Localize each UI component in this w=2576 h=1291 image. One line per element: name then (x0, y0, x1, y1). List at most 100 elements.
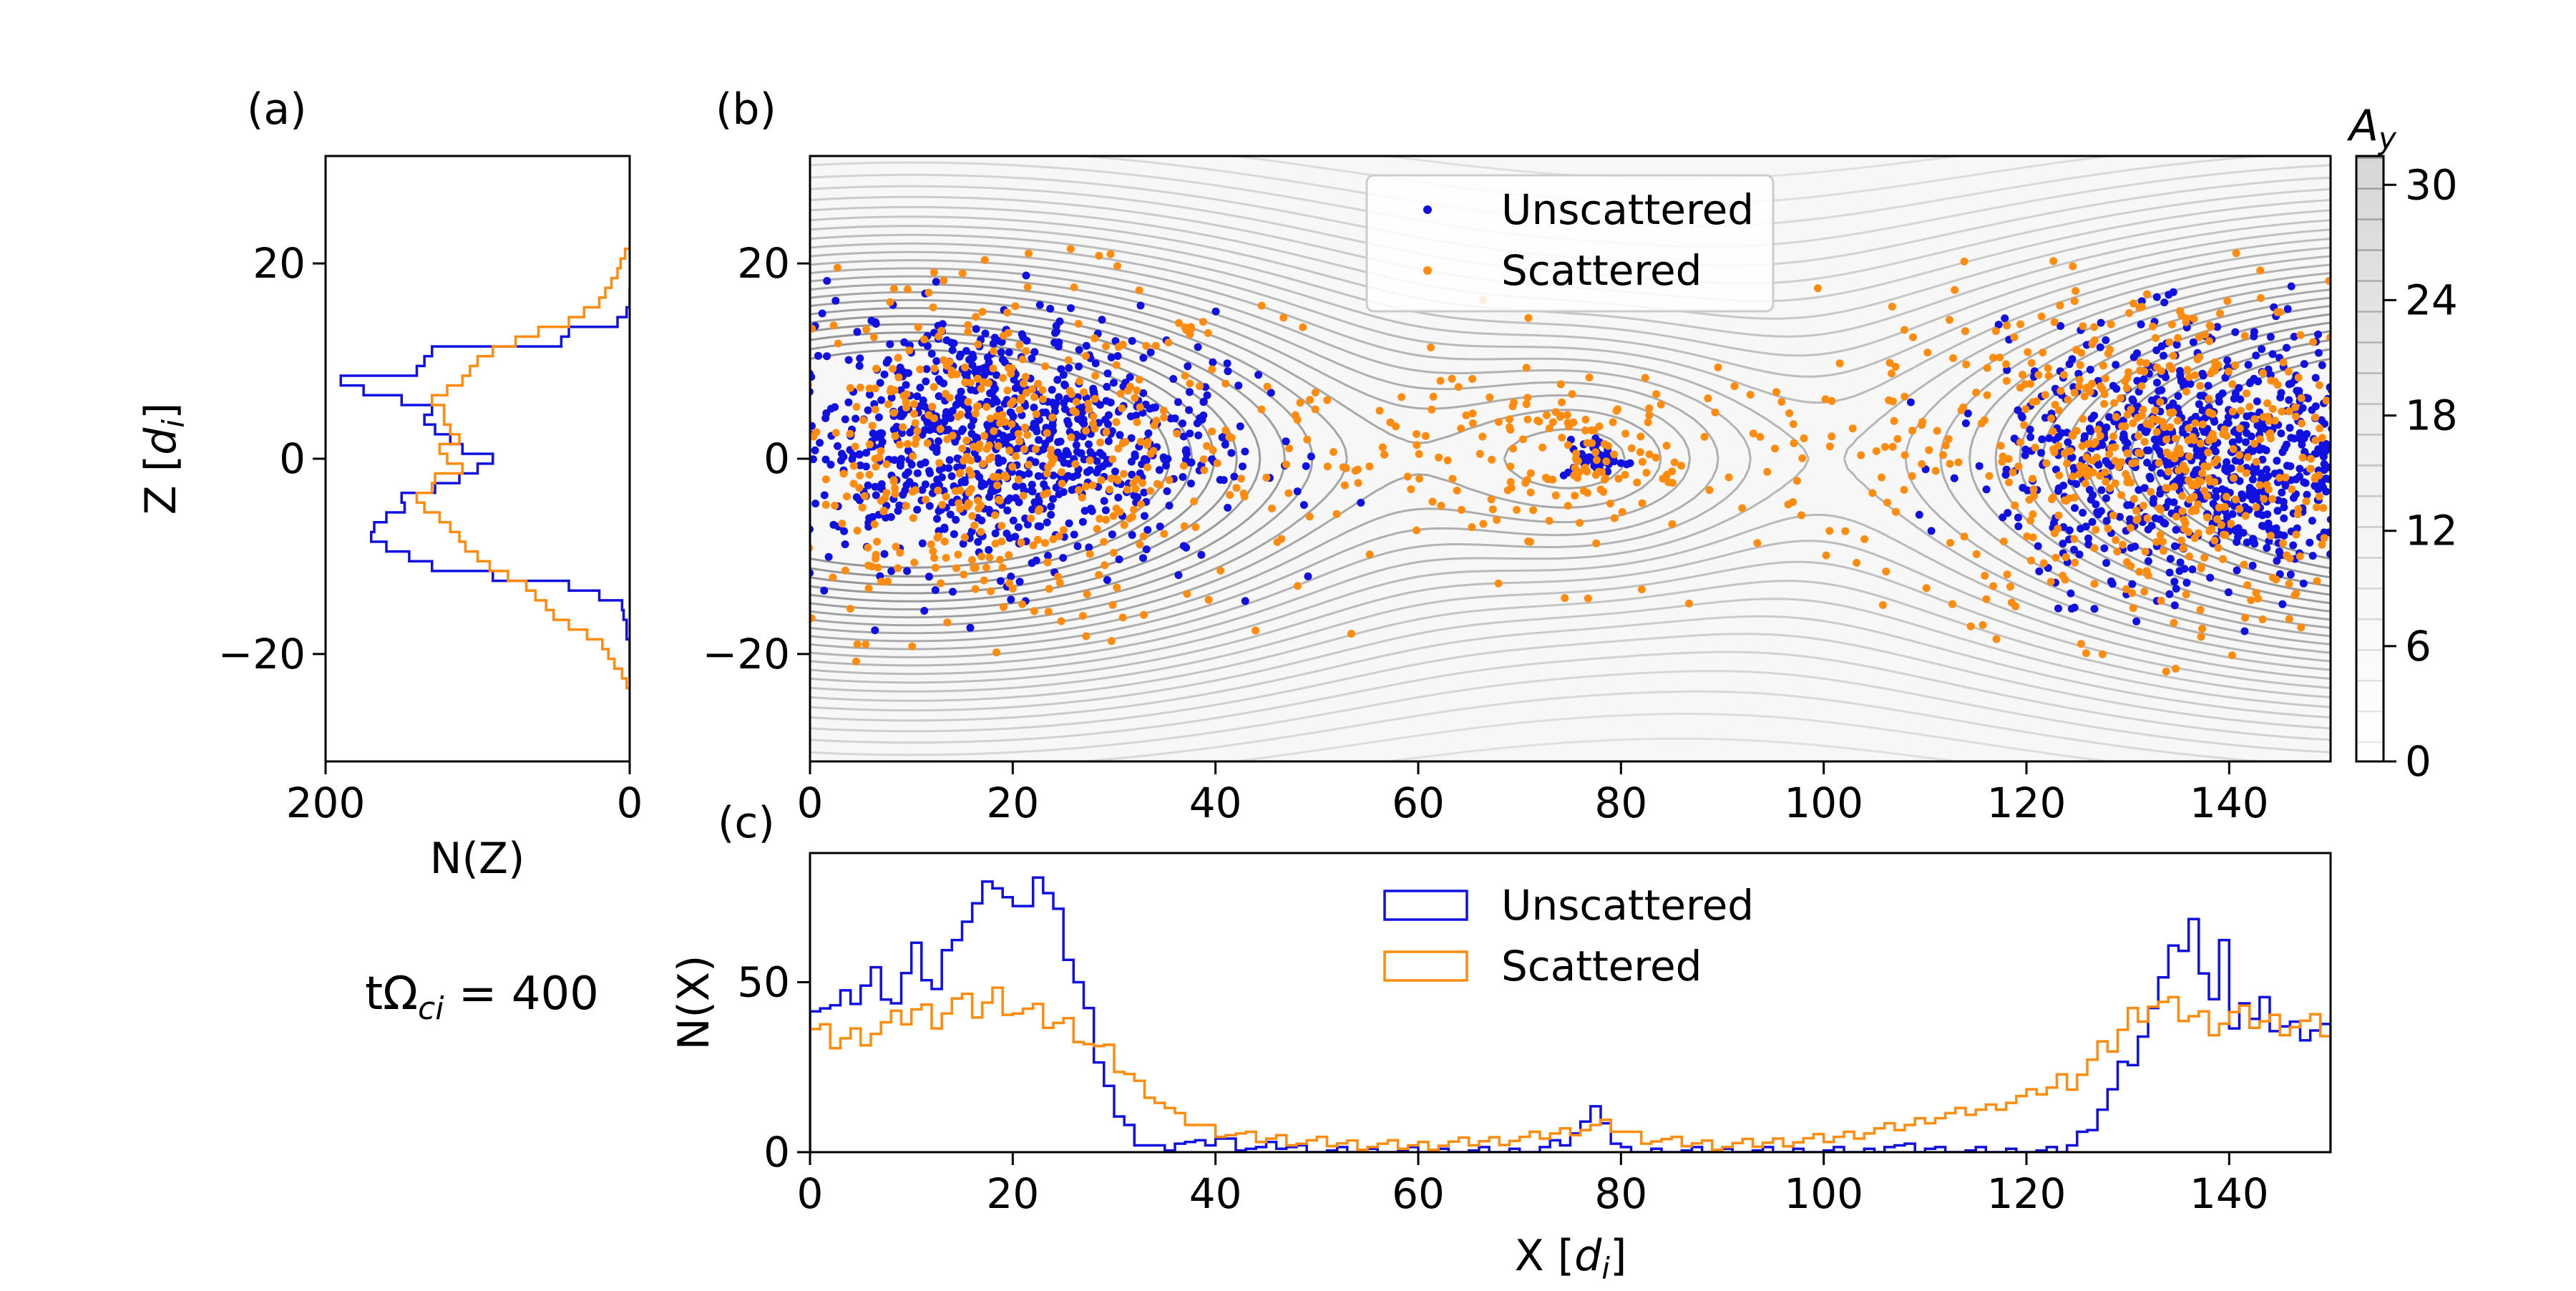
scatter-point (1900, 486, 1908, 494)
scatter-point (2235, 384, 2243, 392)
scatter-point (1020, 423, 1029, 432)
scatter-point (972, 313, 980, 321)
scatter-point (1083, 590, 1091, 598)
scatter-point (1972, 389, 1981, 396)
scatter-point (902, 390, 911, 399)
scatter-point (2280, 531, 2288, 540)
scatter-point (942, 336, 951, 344)
scatter-point (2343, 492, 2351, 500)
panel-c-xlabel-sub: i (1601, 1251, 1610, 1286)
scatter-point (1018, 355, 1027, 364)
scatter-point (930, 383, 938, 391)
scatter-point (968, 361, 977, 369)
scatter-point (1570, 471, 1579, 479)
scatter-point (985, 553, 994, 562)
scatter-point (1960, 532, 1968, 541)
colorbar-levels (2356, 157, 2384, 744)
scatter-point (1638, 585, 1646, 594)
scatter-point (1357, 499, 1365, 507)
panel-a-x-tick-label: 0 (617, 779, 643, 827)
scatter-point (1075, 362, 1083, 371)
scatter-point (1561, 594, 1569, 603)
scatter-point (959, 540, 967, 548)
scatter-point (821, 414, 830, 422)
scatter-point (927, 540, 935, 549)
scatter-point (2050, 318, 2059, 326)
scatter-point (2054, 511, 2063, 520)
scatter-point (2189, 338, 2197, 346)
scatter-point (980, 576, 988, 585)
scatter-point (794, 445, 802, 453)
scatter-point (2290, 434, 2298, 443)
scatter-point (1085, 466, 1094, 474)
scatter-point (2263, 465, 2270, 474)
legend-c-label-scattered: Scattered (1501, 942, 1702, 990)
scatter-point (862, 640, 870, 648)
scatter-point (1196, 382, 1204, 391)
scatter-point (1601, 474, 1610, 482)
scatter-point (2070, 545, 2078, 554)
scatter-point (968, 512, 977, 520)
scatter-point (1011, 302, 1020, 311)
panel-b-x-tick-label: 140 (2190, 779, 2269, 827)
scatter-point (1015, 437, 1024, 446)
panel-a-step-unscattered (339, 288, 630, 679)
scatter-point (1771, 444, 1779, 453)
scatter-point (1236, 422, 1244, 431)
panel-a-frame (324, 155, 631, 763)
scatter-point (1048, 413, 1057, 422)
scatter-point (1096, 515, 1104, 523)
scatter-point (889, 364, 897, 373)
scatter-point (913, 392, 922, 401)
scatter-point (874, 413, 883, 422)
scatter-point (2333, 413, 2341, 421)
scatter-point (1888, 442, 1897, 451)
scatter-point (2016, 320, 2024, 328)
scatter-point (2311, 413, 2320, 422)
scatter-point (1028, 487, 1037, 496)
scatter-point (1114, 444, 1123, 453)
scatter-point (2081, 479, 2089, 488)
scatter-point (2201, 414, 2209, 422)
scatter-point (980, 432, 989, 440)
scatter-point (2135, 303, 2144, 312)
scatter-point (942, 554, 950, 562)
scatter-point (1053, 448, 1062, 457)
scatter-point (846, 605, 854, 613)
scatter-point (2173, 416, 2182, 425)
scatter-point (2192, 451, 2201, 459)
scatter-point (909, 487, 917, 496)
scatter-point (2243, 412, 2251, 421)
scatter-point (2201, 331, 2210, 339)
scatter-point (1950, 474, 1958, 482)
scatter-point (2135, 567, 2144, 576)
scatter-point (1543, 411, 1551, 419)
scatter-point (2200, 553, 2209, 562)
scatter-point (2221, 464, 2230, 472)
scatter-point (2160, 298, 2169, 307)
scatter-point (1155, 466, 1163, 474)
scatter-point (1098, 316, 1106, 324)
scatter-point (2232, 495, 2240, 504)
panel-c-x-axis: 0 20 40 60 80 100 120 140 (797, 1152, 2269, 1218)
scatter-point (2034, 542, 2042, 550)
scatter-point (2152, 537, 2161, 546)
scatter-point (1652, 454, 1660, 462)
scatter-point (1587, 426, 1596, 434)
scatter-point (2149, 322, 2157, 331)
scatter-point (991, 529, 1000, 537)
scatter-point (2165, 338, 2174, 346)
scatter-point (2265, 416, 2273, 425)
scatter-point (2346, 412, 2353, 420)
scatter-point (1668, 520, 1677, 528)
scatter-point (1209, 446, 1217, 454)
scatter-point (1581, 427, 1589, 434)
scatter-point (810, 614, 816, 623)
scatter-point (2172, 525, 2180, 534)
scatter-point (905, 346, 914, 355)
scatter-point (1128, 470, 1136, 479)
scatter-point (937, 473, 946, 482)
scatter-point (2209, 500, 2218, 508)
scatter-point (1080, 455, 1088, 464)
scatter-point (2153, 379, 2161, 387)
